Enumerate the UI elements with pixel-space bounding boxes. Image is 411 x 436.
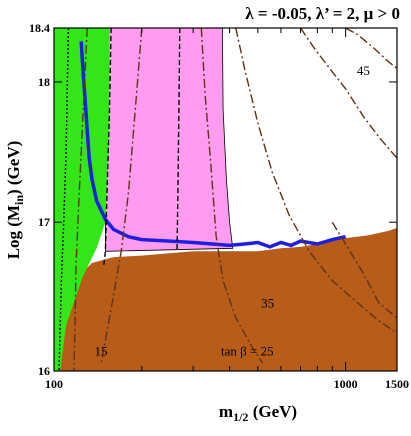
- x-axis-label-main: m: [219, 402, 233, 421]
- series-tan-beta-dashed-2: [103, 28, 112, 266]
- region-higgs-mass-excluded: [105, 28, 234, 252]
- series-tan-beta-contour-35: [235, 28, 397, 334]
- series-tan-beta-dotted-1: [58, 28, 70, 371]
- chart-title: λ = -0.05, λ’ = 2, μ > 0: [245, 4, 400, 23]
- x-tick-label: 1500: [385, 377, 409, 391]
- series-tan-beta-contour-45: [299, 28, 397, 159]
- x-axis-label-unit: (GeV): [248, 402, 297, 421]
- y-axis-label-sub: in: [12, 195, 26, 205]
- series-tan-beta-contour-right: [331, 221, 397, 319]
- contour-labels: 45 35 15 tan β = 25: [95, 63, 370, 359]
- contour-label: 45: [357, 63, 370, 78]
- y-tick-label: 18.4: [29, 21, 50, 35]
- axis-ticks: 100 1000 1500 16 17 18 18.4: [29, 21, 409, 391]
- series-wmap-strip: [79, 41, 346, 249]
- series-tan-beta-dashed-3: [176, 28, 181, 252]
- y-axis-label: Log (Min) (GeV): [4, 141, 26, 260]
- contours-layer: [58, 28, 397, 371]
- y-tick-label: 18: [38, 75, 50, 89]
- contour-label: 15: [95, 344, 108, 359]
- plot-frame: [53, 27, 398, 372]
- y-axis-label-main: Log (M: [4, 205, 23, 259]
- y-tick-label: 16: [38, 364, 50, 378]
- y-tick-label: 17: [38, 215, 50, 229]
- series-tan-beta-contour-upper: [345, 28, 397, 69]
- x-axis-label: m1/2 (GeV): [219, 402, 297, 424]
- contour-label: 35: [261, 295, 274, 310]
- x-tick-label: 100: [45, 377, 63, 391]
- x-axis-label-sub: 1/2: [233, 410, 248, 424]
- region-stau-lsp: [54, 228, 397, 371]
- series-tan-beta-contour-15: [100, 28, 143, 364]
- contour-label: tan β = 25: [221, 344, 274, 359]
- x-tick-label: 1000: [334, 377, 358, 391]
- regions-layer: [54, 28, 397, 371]
- region-relic-density: [54, 28, 110, 371]
- y-axis-label-unit: ) (GeV): [4, 141, 23, 195]
